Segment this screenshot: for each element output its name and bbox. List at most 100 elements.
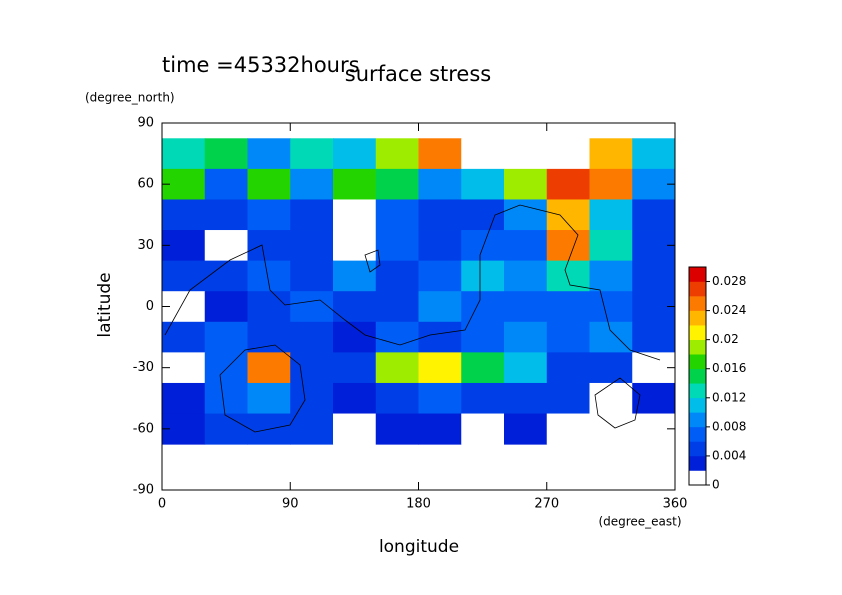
field-cell (204, 413, 248, 445)
field-cell (247, 168, 291, 200)
field-cell (418, 291, 462, 323)
field-cell (504, 168, 548, 200)
field-cell (418, 260, 462, 292)
chart-title: surface stress (345, 62, 491, 86)
field-cell (333, 138, 377, 170)
field-cell (504, 260, 548, 292)
field-cell (418, 230, 462, 262)
y-tick-label: 90 (137, 116, 154, 131)
x-tick-label: 0 (158, 497, 166, 512)
y-axis-label: latitude (95, 272, 115, 337)
field-cell (290, 352, 334, 384)
field-cell (333, 199, 377, 231)
field-cell (418, 382, 462, 415)
field-cell (461, 321, 505, 353)
field-cell (375, 352, 419, 384)
colorbar-frame (688, 266, 707, 486)
field-cell (504, 352, 548, 384)
colorbar-band (689, 368, 706, 384)
field-cell (461, 168, 505, 200)
colorbar-band (689, 455, 706, 471)
field-cell (333, 260, 377, 292)
colorbar-band (689, 325, 706, 340)
field-cell (204, 199, 248, 231)
x-unit: (degree_east) (598, 515, 681, 529)
x-axis-label: longitude (379, 537, 459, 557)
field-cell (247, 291, 291, 323)
colorbar-tick-label: 0.008 (712, 419, 746, 433)
field-cell (589, 413, 633, 445)
field-cell (204, 321, 248, 353)
field-cell (546, 321, 590, 353)
field-cell (247, 382, 291, 415)
field-cell (162, 382, 206, 415)
field-cell (589, 321, 633, 353)
colorbar-tick-label: 0.028 (712, 274, 746, 288)
colorbar: 0 0.004 0.008 0.012 0.016 0.02 0.024 0.028 (688, 266, 746, 492)
field-cell (204, 168, 248, 200)
y-tick-label: 60 (137, 177, 154, 192)
field-cell (290, 382, 334, 415)
field-cell (461, 382, 505, 415)
field-cell (247, 321, 291, 353)
colorbar-band (689, 310, 706, 326)
field-cell (589, 230, 633, 262)
field-cell (546, 382, 590, 415)
field-cell (589, 199, 633, 231)
field-cell (375, 138, 419, 170)
colorbar-band (689, 281, 706, 297)
x-tick-label: 360 (663, 497, 688, 512)
field-cell (418, 321, 462, 353)
field-cell (589, 352, 633, 384)
field-cell (546, 352, 590, 384)
field-cell (632, 321, 676, 353)
field-cell (290, 199, 334, 231)
field-cell (546, 199, 590, 231)
field-cell (290, 138, 334, 170)
field-cell (204, 138, 248, 170)
field-cell (333, 168, 377, 200)
colorbar-tick-label: 0.024 (712, 303, 746, 317)
field-cell (162, 199, 206, 231)
colorbar-band (689, 426, 706, 442)
axes: 0 90 180 270 360 -90 -60 -30 0 30 60 90 (133, 116, 688, 512)
field-cell (589, 138, 633, 170)
field-cell (290, 260, 334, 292)
y-tick-label: 30 (137, 238, 154, 253)
colorbar-tick-label: 0.012 (712, 390, 746, 404)
coastlines (164, 204, 661, 433)
colorbar-band (689, 267, 706, 282)
field-cell (461, 199, 505, 231)
field-cell (461, 291, 505, 323)
colorbar-band (689, 441, 706, 457)
field-cell (418, 413, 462, 445)
field-cell (546, 168, 590, 200)
field-cell (204, 352, 248, 384)
field-cell (162, 138, 206, 170)
field-cell (546, 138, 590, 170)
field-cell (418, 199, 462, 231)
field-cell (504, 413, 548, 445)
y-tick-label: -30 (133, 360, 154, 375)
field-cell (290, 168, 334, 200)
field-cell (375, 260, 419, 292)
field-cell (546, 413, 590, 445)
field-cell (290, 230, 334, 262)
field (162, 138, 676, 445)
field-cell (333, 352, 377, 384)
field-cell (204, 382, 248, 415)
colorbar-tick-label: 0.004 (712, 448, 746, 462)
y-unit: (degree_north) (85, 91, 175, 105)
subtitle: time =45332hours (162, 53, 360, 77)
field-cell (333, 230, 377, 262)
field-cell (247, 352, 291, 384)
colorbar-tick-label: 0.02 (712, 332, 739, 346)
colorbar-band (689, 397, 706, 413)
field-cell (461, 260, 505, 292)
field-cell (504, 230, 548, 262)
field-cell (418, 168, 462, 200)
field-cell (375, 321, 419, 353)
field-cell (162, 260, 206, 292)
field-cell (375, 413, 419, 445)
